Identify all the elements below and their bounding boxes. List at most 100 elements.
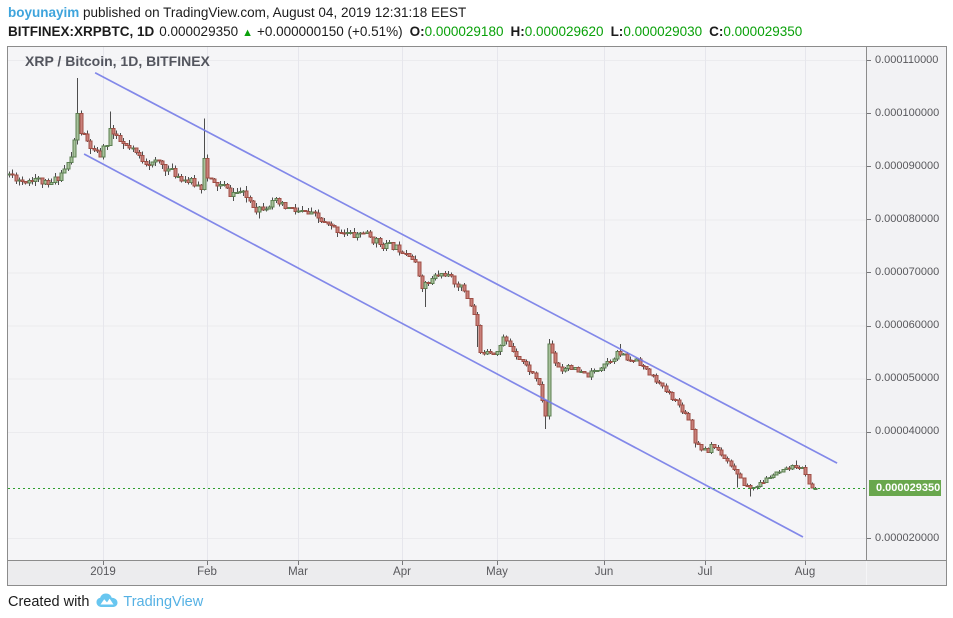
candle <box>384 240 389 252</box>
candle <box>599 366 604 372</box>
candle <box>72 137 77 158</box>
price-tick-mark <box>867 272 871 273</box>
candle <box>719 447 724 457</box>
created-with-text: Created with <box>8 594 90 610</box>
candle <box>209 177 214 180</box>
candle <box>664 383 669 394</box>
candle <box>397 241 402 256</box>
candle <box>738 472 743 479</box>
candle <box>23 180 28 185</box>
price-axis: 0.000110000 0.000100000 0.000090000 0.00008… <box>867 47 946 561</box>
candle <box>248 195 253 204</box>
candle <box>426 281 431 286</box>
chart-plot-area: XRP / Bitcoin, 1D, BITFINEX <box>8 47 867 561</box>
candle <box>251 200 256 209</box>
candle <box>576 366 581 373</box>
candle <box>111 125 116 139</box>
ohlc-list: O:0.000029180 H:0.000029620 L:0.000029030 C… <box>403 24 803 39</box>
candle <box>498 344 503 356</box>
up-triangle-icon: ▲ <box>242 27 253 39</box>
candle <box>20 176 25 186</box>
candle <box>10 169 15 178</box>
time-tick-mark <box>805 561 806 565</box>
candle <box>329 221 334 230</box>
candle <box>621 353 626 356</box>
candle <box>514 348 519 360</box>
candle <box>709 442 714 455</box>
time-tick-mark <box>103 561 104 565</box>
candle <box>410 254 415 261</box>
candle <box>582 371 587 374</box>
price-tick-label: 0.000070000 <box>875 265 940 278</box>
candle <box>794 460 799 469</box>
candle <box>335 226 340 237</box>
candle <box>296 207 301 214</box>
tradingview-logo-icon <box>96 593 118 612</box>
price-tick-label: 0.000090000 <box>875 159 940 172</box>
ohlc-pair: C:0.000029350 <box>709 24 802 39</box>
candle <box>270 197 275 210</box>
axis-corner-cell <box>867 561 946 585</box>
candle <box>173 165 178 179</box>
price-tick-label: 0.000060000 <box>875 319 940 332</box>
candle <box>192 175 197 188</box>
candle <box>722 454 727 460</box>
candle <box>267 205 272 210</box>
candle <box>660 382 665 389</box>
candle <box>114 130 119 140</box>
candle <box>153 157 158 166</box>
candle <box>644 365 649 371</box>
candle <box>179 174 184 183</box>
candle <box>449 272 454 278</box>
tradingview-brand-link[interactable]: TradingView <box>123 594 204 610</box>
username-link[interactable]: boyunayim <box>8 5 80 20</box>
candle <box>803 465 808 477</box>
candle <box>618 344 623 358</box>
candle <box>777 470 782 474</box>
candle <box>699 443 704 452</box>
candle <box>612 357 617 364</box>
candle <box>693 428 698 448</box>
candle <box>326 221 331 226</box>
candle <box>563 367 568 373</box>
candle <box>553 351 558 366</box>
price-tick-mark <box>867 60 871 61</box>
candle <box>423 280 428 307</box>
candle <box>218 180 223 190</box>
candle <box>33 174 38 186</box>
candle <box>322 218 327 224</box>
candle <box>452 275 457 288</box>
candle <box>478 324 483 354</box>
ohlc-value: 0.000029350 <box>723 24 803 39</box>
time-tick-label: Jul <box>697 566 713 578</box>
ohlc-value: 0.000029180 <box>424 24 504 39</box>
candle <box>69 151 74 165</box>
ohlc-pair: L:0.000029030 <box>611 24 703 39</box>
candle <box>309 207 314 215</box>
last-price-badge: 0.000029350 <box>869 480 941 497</box>
candle <box>472 303 477 316</box>
candle <box>673 398 678 403</box>
candle <box>407 253 412 258</box>
candle <box>683 410 688 415</box>
time-tick-label: Aug <box>794 566 816 578</box>
time-tick-label: May <box>486 566 508 578</box>
candle <box>14 172 19 185</box>
ohlc-value: 0.000029620 <box>524 24 604 39</box>
candle <box>430 275 435 285</box>
time-tick-label: Mar <box>288 566 308 578</box>
candle <box>810 482 815 489</box>
candle <box>118 133 123 143</box>
candles-svg <box>8 47 866 560</box>
candle <box>332 224 337 228</box>
candle <box>550 340 555 354</box>
candle <box>686 412 691 421</box>
candle <box>400 250 405 254</box>
candle <box>764 476 769 483</box>
candle <box>121 138 126 150</box>
candle <box>257 205 262 219</box>
candle <box>543 399 548 430</box>
candle <box>654 373 659 384</box>
price-tick-label: 0.000080000 <box>875 212 940 225</box>
